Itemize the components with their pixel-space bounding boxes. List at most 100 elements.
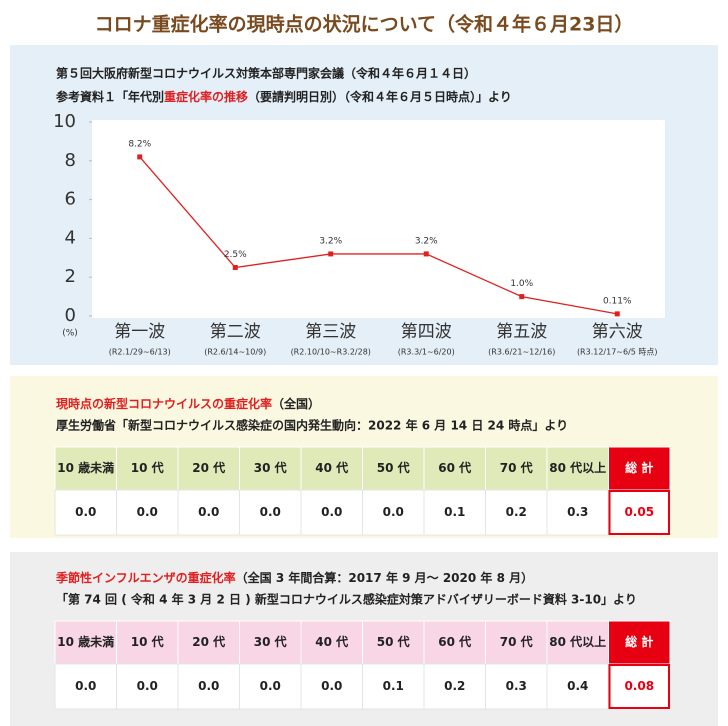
header-text: 30 代 <box>254 460 287 475</box>
header-cell <box>485 446 548 491</box>
header-text: 60 代 <box>438 460 471 475</box>
value-text: 0.0 <box>137 505 158 519</box>
title-highlight: 季節性インフルエンザの重症化率 <box>55 570 236 585</box>
value-text: 0.2 <box>444 679 465 693</box>
data-line <box>139 156 618 315</box>
header-cell <box>177 446 240 491</box>
value-text: 0.0 <box>137 679 158 693</box>
x-tick-note: (R3.6/21~12/16) <box>488 348 555 357</box>
highlight: 重症化率の推移 <box>164 89 248 104</box>
value-cell <box>54 489 117 536</box>
value-cell <box>485 663 548 710</box>
value-text: 0.0 <box>321 505 342 519</box>
table-source: 「第 74 回 ( 令和 4 年 3 月 2 日 ) 新型コロナウイルス感染症対… <box>56 592 637 607</box>
text: 参考資料１「年代別 <box>56 89 164 104</box>
data-point <box>137 154 143 160</box>
title-note: （全国） <box>272 396 320 411</box>
header-text: 60 代 <box>438 634 471 649</box>
value-cell <box>362 489 425 536</box>
header-text: 10 歳未満 <box>57 460 114 475</box>
value-cell <box>546 663 609 710</box>
value-cell <box>423 489 486 536</box>
value-cell <box>177 489 240 536</box>
value-cell <box>177 663 240 710</box>
data-point <box>423 251 429 257</box>
value-cell <box>608 490 670 535</box>
header-text: 80 代以上 <box>549 634 606 649</box>
value-text: 0.0 <box>383 505 404 519</box>
value-text: 0.1 <box>383 679 404 693</box>
x-tick-label: 第四波 <box>401 322 452 342</box>
value-cell <box>300 663 363 710</box>
table-title: 季節性インフルエンザの重症化率（全国 3 年間合算：2017 年 9 月～ 20… <box>55 570 533 585</box>
header-text: 30 代 <box>254 634 287 649</box>
header-text: 40 代 <box>315 460 348 475</box>
y-tick-label: 2 <box>65 266 76 287</box>
y-unit: (%) <box>62 329 78 339</box>
header-text: 20 代 <box>192 634 225 649</box>
header-text: 10 歳未満 <box>57 634 114 649</box>
header-cell <box>116 620 179 665</box>
text: （要請判明日別）（令和４年６月５日時点）」より <box>248 89 512 104</box>
x-tick-note: (R2.1/29~6/13) <box>109 348 171 357</box>
header-text: 総 計 <box>625 634 653 649</box>
data-label: 3.2% <box>415 236 438 246</box>
value-text: 0.3 <box>567 505 588 519</box>
value-text: 0.2 <box>506 505 527 519</box>
value-cell <box>54 663 117 710</box>
data-point <box>328 251 334 257</box>
source-line: 参考資料１「年代別重症化率の推移（要請判明日別）（令和４年６月５日時点）」より <box>56 89 512 104</box>
header-text: 20 代 <box>192 460 225 475</box>
value-text: 0.0 <box>75 505 96 519</box>
x-tick-note: (R3.3/1~6/20) <box>398 348 455 357</box>
header-text: 10 代 <box>131 634 164 649</box>
value-text: 0.0 <box>260 505 281 519</box>
page-title: コロナ重症化率の現時点の状況について（令和４年６月23日） <box>95 13 634 36</box>
data-label: 2.5% <box>224 250 247 260</box>
header-cell <box>423 446 486 491</box>
value-cell <box>546 489 609 536</box>
x-tick-label: 第一波 <box>114 322 165 342</box>
value-text: 0.0 <box>321 679 342 693</box>
value-text: 0.3 <box>506 679 527 693</box>
value-cell <box>239 663 302 710</box>
header-text: 80 代以上 <box>549 460 606 475</box>
header-text: 70 代 <box>500 634 533 649</box>
header-text: 総 計 <box>625 460 653 475</box>
header-cell <box>485 620 548 665</box>
x-tick-label: 第二波 <box>210 322 261 342</box>
header-cell <box>239 620 302 665</box>
header-text: 50 代 <box>377 460 410 475</box>
header-text: 70 代 <box>500 460 533 475</box>
plot-area <box>92 120 665 318</box>
data-label: 8.2% <box>128 139 151 149</box>
y-tick-label: 0 <box>65 305 76 326</box>
value-text: 0.08 <box>624 679 654 693</box>
x-tick-note: (R2.6/14~10/9) <box>204 348 266 357</box>
header-cell <box>54 620 117 665</box>
header-cell <box>300 446 363 491</box>
y-tick-label: 8 <box>65 150 76 171</box>
y-tick-label: 4 <box>65 227 76 248</box>
source-line: 第５回大阪府新型コロナウイルス対策本部専門家会議（令和４年６月１４日） <box>56 66 476 81</box>
value-text: 0.0 <box>75 679 96 693</box>
data-point <box>232 265 238 270</box>
value-cell <box>485 489 548 536</box>
header-text: 50 代 <box>377 634 410 649</box>
x-tick-note: (R3.12/17~6/5 時点) <box>577 348 658 357</box>
header-cell <box>608 446 671 491</box>
value-cell <box>423 663 486 710</box>
data-point <box>519 294 525 300</box>
x-tick-note: (R2.10/10~R3.2/28) <box>291 348 371 357</box>
data-label: 3.2% <box>319 236 342 246</box>
title-highlight: 現時点の新型コロナウイルスの重症化率 <box>56 396 272 411</box>
header-cell <box>362 446 425 491</box>
y-tick-label: 10 <box>53 111 76 132</box>
table-source: 厚生労働省「新型コロナウイルス感染症の国内発生動向：2022 年 6 月 14 … <box>56 418 568 433</box>
header-text: 40 代 <box>315 634 348 649</box>
x-tick-label: 第三波 <box>305 322 356 342</box>
data-label: 0.11% <box>603 296 632 306</box>
title-note: （全国 3 年間合算：2017 年 9 月～ 2020 年 8 月） <box>236 570 533 585</box>
